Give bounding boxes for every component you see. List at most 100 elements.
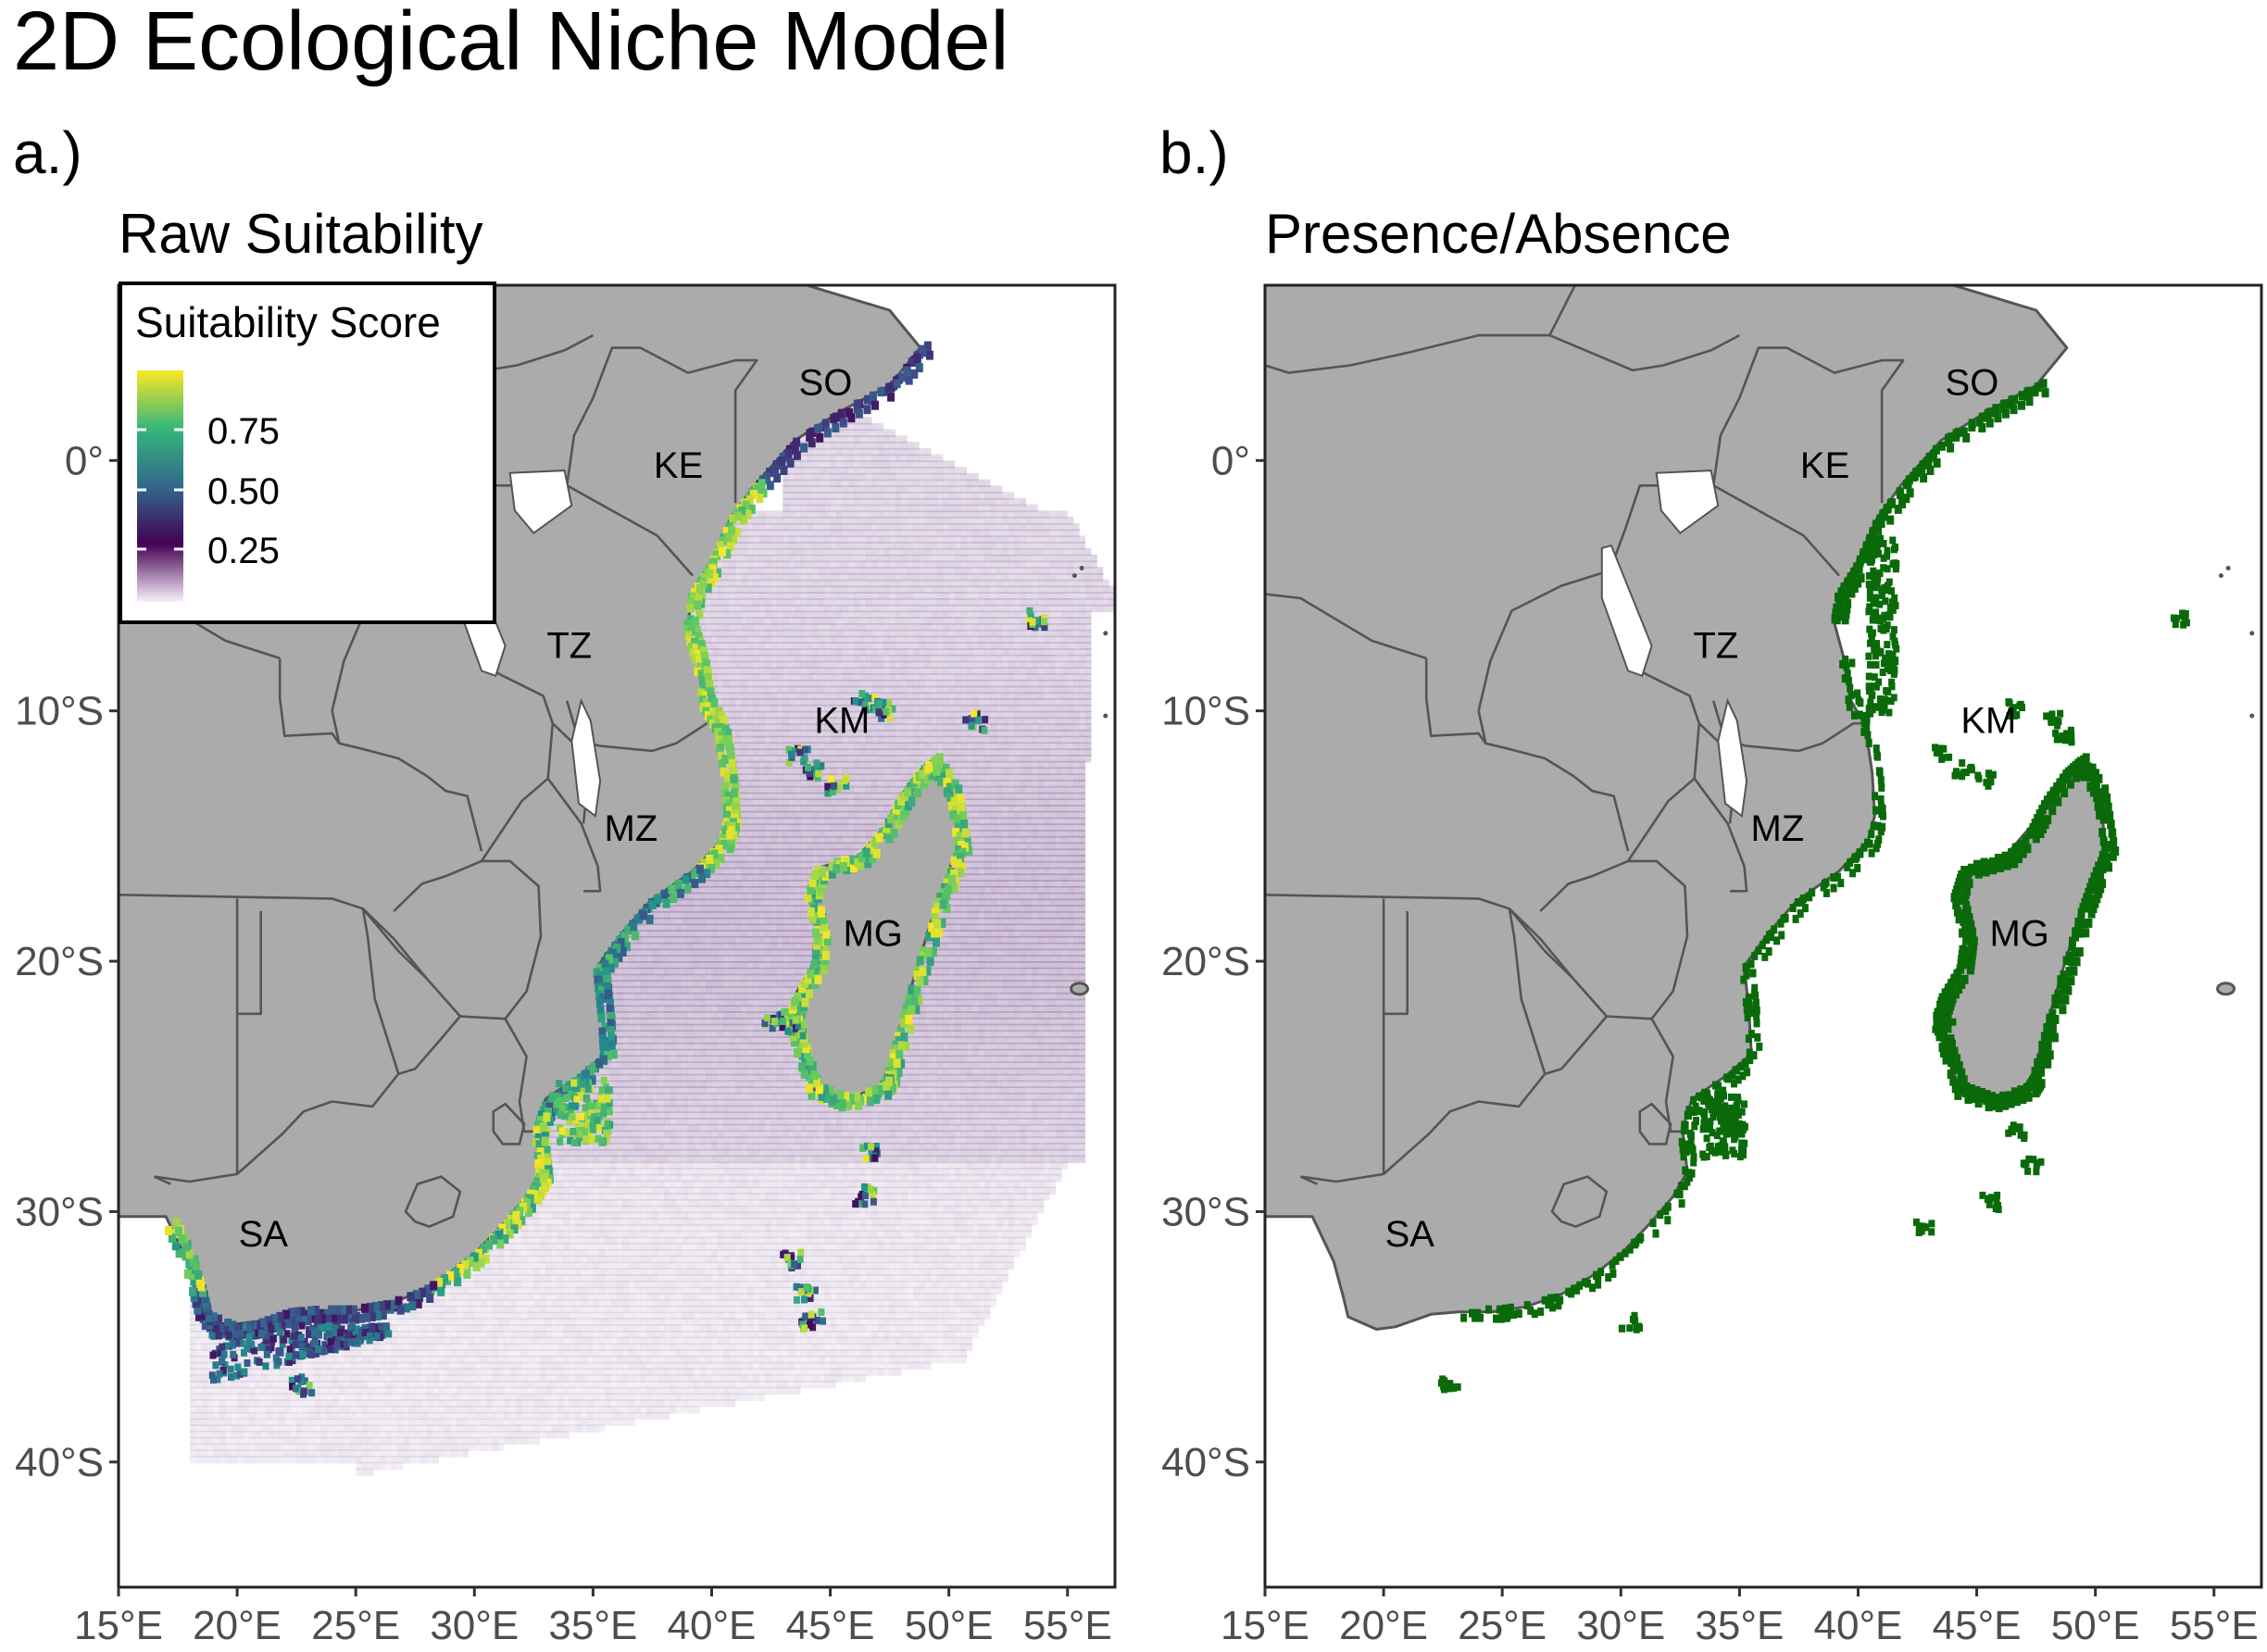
suitability-cell — [936, 604, 944, 613]
suitability-cell — [889, 510, 896, 519]
suitability-cell — [788, 798, 795, 807]
suitability-cell — [628, 980, 635, 988]
suitability-cell — [1049, 830, 1056, 838]
suitability-cell — [836, 667, 843, 675]
suitability-cell — [1032, 604, 1038, 613]
suitability-cell — [1025, 592, 1033, 600]
suitability-cell — [966, 767, 973, 775]
suitability-cell — [807, 554, 813, 563]
suitability-cell — [960, 692, 967, 700]
suitability-cell — [1056, 760, 1062, 770]
suitability-cell — [960, 698, 967, 707]
suitability-cell — [1002, 654, 1008, 663]
suitability-cell — [711, 610, 718, 619]
suitability-cell — [1044, 780, 1050, 788]
suitability-cell — [795, 773, 801, 782]
suitability-cell — [990, 880, 996, 888]
suitability-cell — [1025, 980, 1033, 988]
suitability-cell — [1067, 911, 1074, 920]
suitability-cell — [670, 911, 677, 920]
suitability-cell — [711, 648, 718, 657]
suitability-cell — [746, 773, 754, 782]
suitability-cell — [955, 735, 961, 745]
suitability-cell — [699, 942, 707, 951]
suitability-cell — [1061, 817, 1068, 826]
suitability-cell — [1020, 942, 1026, 951]
suitability-cell — [735, 610, 742, 619]
suitability-cell — [836, 610, 843, 619]
suitability-cell — [723, 917, 730, 926]
suitability-cell — [694, 980, 700, 988]
suitability-cell — [1032, 892, 1038, 901]
suitability-cell — [936, 660, 944, 670]
suitability-cell — [711, 654, 718, 663]
suitability-cell — [1020, 911, 1026, 920]
suitability-cell — [1008, 842, 1015, 851]
suitability-cell — [901, 460, 908, 469]
suitability-cell — [871, 767, 878, 775]
suitability-cell — [1025, 542, 1033, 550]
suitability-cell — [907, 442, 914, 450]
suitability-cell — [1061, 623, 1068, 632]
suitability-cell — [948, 504, 956, 513]
suitability-cell — [788, 773, 795, 782]
suitability-cell — [830, 560, 837, 569]
suitability-cell — [948, 735, 956, 745]
suitability-cell — [818, 780, 825, 788]
suitability-cell — [753, 667, 759, 675]
suitability-cell — [1020, 629, 1026, 638]
suitability-cell — [919, 748, 926, 757]
suitability-cell — [770, 885, 777, 895]
suitability-cell — [972, 572, 979, 582]
suitability-cell — [1032, 654, 1038, 663]
suitability-cell — [1008, 880, 1015, 888]
suitability-cell — [1061, 542, 1068, 550]
suitability-cell — [889, 542, 896, 550]
suitability-cell — [812, 460, 819, 469]
suitability-cell — [931, 572, 937, 582]
suitability-cell — [717, 955, 724, 963]
suitability-cell — [1037, 585, 1045, 594]
suitability-cell — [723, 880, 730, 888]
suitability-cell — [901, 635, 908, 644]
suitability-cell — [996, 560, 1003, 569]
suitability-cell — [1025, 948, 1033, 957]
suitability-cell — [717, 986, 724, 995]
suitability-cell — [706, 980, 712, 988]
suitability-cell — [1067, 892, 1074, 901]
suitability-cell — [1032, 592, 1038, 600]
suitability-cell — [1002, 867, 1008, 876]
suitability-cell — [1044, 911, 1050, 920]
suitability-cell — [776, 880, 783, 888]
suitability-cell — [1085, 629, 1092, 638]
suitability-cell — [788, 704, 795, 713]
suitability-cell — [758, 572, 766, 582]
suitability-cell — [972, 585, 979, 594]
suitability-cell — [830, 698, 837, 707]
suitability-cell — [753, 755, 759, 763]
suitability-cell — [866, 635, 872, 644]
suitability-cell — [984, 547, 991, 557]
suitability-cell — [896, 442, 902, 450]
suitability-cell — [818, 598, 825, 607]
suitability-cell — [824, 842, 831, 851]
suitability-cell — [1008, 961, 1015, 970]
suitability-cell — [770, 767, 777, 775]
suitability-cell — [664, 973, 670, 982]
suitability-cell — [847, 810, 855, 820]
suitability-cell — [907, 529, 914, 538]
suitability-cell — [1008, 679, 1015, 688]
suitability-cell — [818, 735, 825, 745]
suitability-cell — [758, 610, 766, 619]
suitability-cell — [753, 867, 759, 876]
suitability-cell — [883, 517, 890, 525]
suitability-cell — [830, 497, 837, 507]
suitability-cell — [1037, 692, 1045, 700]
suitability-cell — [1020, 692, 1026, 700]
suitability-cell — [1056, 860, 1062, 870]
suitability-cell — [1025, 961, 1033, 970]
suitability-cell — [788, 560, 795, 569]
suitability-cell — [1014, 679, 1021, 688]
suitability-cell — [723, 648, 730, 657]
suitability-cell — [913, 529, 920, 538]
